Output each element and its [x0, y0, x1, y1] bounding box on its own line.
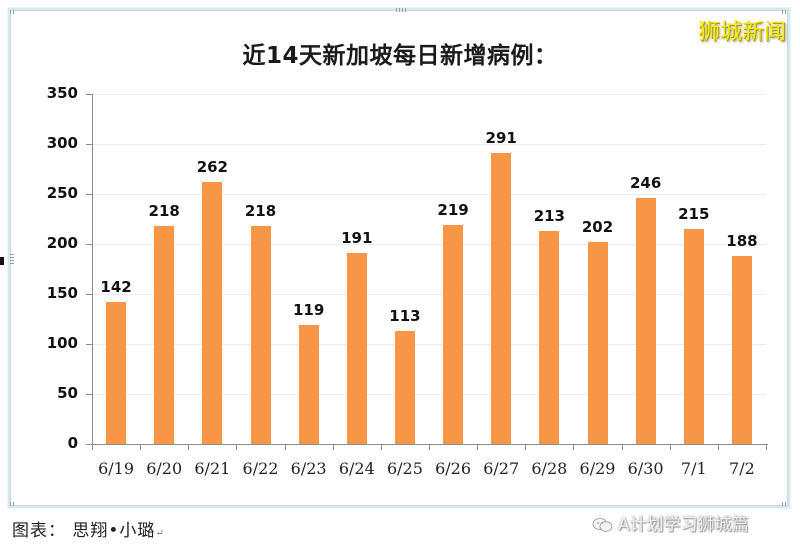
- gridline: [92, 344, 766, 345]
- x-tick-label: 6/20: [146, 459, 183, 478]
- chart-caption: 图表： 思翔•小璐↵: [12, 516, 165, 541]
- bar-value-label: 119: [292, 301, 325, 319]
- resize-handle-bottom-left[interactable]: [10, 502, 16, 506]
- bar-value-label: 219: [437, 201, 469, 219]
- bar-value-label: 202: [581, 218, 614, 236]
- x-tick: [621, 444, 623, 450]
- gridline: [92, 294, 766, 295]
- x-tick: [188, 444, 190, 450]
- bar-value-label: 113: [389, 307, 421, 325]
- x-tick: [766, 444, 767, 450]
- x-tick-label: 6/29: [579, 459, 616, 478]
- y-tick: [86, 344, 92, 345]
- y-axis: [92, 94, 93, 446]
- x-tick-label: 6/30: [627, 459, 664, 478]
- x-tick: [380, 444, 382, 450]
- bar[interactable]: [202, 182, 223, 444]
- bar[interactable]: [587, 242, 608, 444]
- x-tick-label: 6/28: [531, 459, 568, 478]
- x-axis: [92, 444, 768, 445]
- x-tick-label: 6/23: [290, 459, 327, 478]
- bar-value-label: 246: [629, 174, 662, 192]
- resize-handle-top[interactable]: [396, 8, 406, 12]
- bar[interactable]: [635, 198, 656, 444]
- bar-value-label: 191: [341, 229, 373, 247]
- resize-handle-top-right[interactable]: [782, 10, 788, 14]
- text-cursor-mark: [0, 257, 4, 265]
- x-tick: [525, 444, 527, 450]
- bar-value-label: 142: [100, 278, 132, 296]
- plot-area: [92, 94, 766, 444]
- caption-text: 图表： 思翔•小璐: [12, 521, 156, 541]
- resize-handle-left[interactable]: [10, 254, 14, 266]
- y-tick: [86, 444, 92, 445]
- bar[interactable]: [298, 325, 319, 444]
- bar[interactable]: [346, 253, 367, 444]
- y-tick-label: 200: [46, 234, 78, 252]
- y-tick: [86, 194, 92, 195]
- x-tick-label: 7/2: [729, 459, 755, 478]
- bar[interactable]: [106, 302, 127, 444]
- chart-title: 近14天新加坡每日新增病例：: [242, 43, 558, 69]
- x-tick-label: 6/19: [98, 459, 135, 478]
- x-tick: [573, 444, 575, 450]
- bar[interactable]: [394, 331, 415, 444]
- y-tick-label: 250: [46, 184, 78, 202]
- gridline: [92, 94, 766, 95]
- x-tick-label: 6/26: [435, 459, 472, 478]
- watermark-bottom-text: A计划学习狮城篇: [618, 515, 749, 535]
- y-tick-label: 300: [46, 134, 78, 152]
- bar-value-label: 213: [533, 207, 565, 225]
- bar[interactable]: [539, 231, 560, 444]
- y-tick-label: 50: [57, 384, 78, 402]
- x-tick-label: 6/25: [386, 459, 423, 478]
- x-tick: [140, 444, 142, 450]
- bar-value-label: 291: [485, 129, 517, 147]
- bar[interactable]: [491, 153, 512, 444]
- wechat-icon: [592, 518, 613, 532]
- x-tick: [236, 444, 238, 450]
- y-tick-label: 0: [67, 434, 78, 452]
- watermark-bottom: A计划学习狮城篇: [592, 510, 749, 535]
- bar[interactable]: [731, 256, 752, 444]
- y-tick: [86, 294, 92, 295]
- y-tick: [86, 394, 92, 395]
- x-tick: [477, 444, 479, 450]
- y-tick-label: 350: [46, 84, 78, 102]
- bar-value-label: 188: [726, 232, 758, 250]
- y-tick: [86, 94, 92, 95]
- bar-value-label: 262: [196, 158, 228, 176]
- bar-value-label: 218: [244, 202, 277, 220]
- bar-value-label: 215: [678, 205, 710, 223]
- x-tick-label: 7/1: [680, 459, 707, 478]
- return-mark: ↵: [155, 528, 165, 539]
- bar-value-label: 218: [148, 202, 180, 220]
- bar[interactable]: [443, 225, 464, 444]
- x-tick: [717, 444, 719, 450]
- x-tick: [669, 444, 671, 450]
- gridline: [92, 244, 766, 245]
- y-tick: [86, 244, 92, 245]
- bar[interactable]: [683, 229, 704, 444]
- x-tick: [429, 444, 430, 450]
- y-tick: [86, 144, 92, 145]
- gridline: [92, 194, 766, 195]
- x-tick: [284, 444, 286, 450]
- gridline: [92, 144, 766, 145]
- resize-handle-top-left[interactable]: [10, 10, 16, 14]
- y-tick-label: 100: [46, 334, 78, 352]
- gridline: [92, 394, 766, 395]
- x-tick-label: 6/24: [338, 459, 375, 478]
- resize-handle-bottom-right[interactable]: [782, 502, 788, 506]
- y-tick-label: 150: [46, 284, 78, 302]
- x-tick-label: 6/21: [194, 459, 231, 478]
- bar[interactable]: [154, 226, 175, 444]
- x-tick-label: 6/27: [483, 459, 520, 478]
- x-tick-label: 6/22: [242, 459, 279, 478]
- watermark-top: 狮城新闻: [697, 20, 786, 45]
- x-tick: [332, 444, 334, 450]
- x-tick: [92, 444, 93, 450]
- bar[interactable]: [250, 226, 271, 444]
